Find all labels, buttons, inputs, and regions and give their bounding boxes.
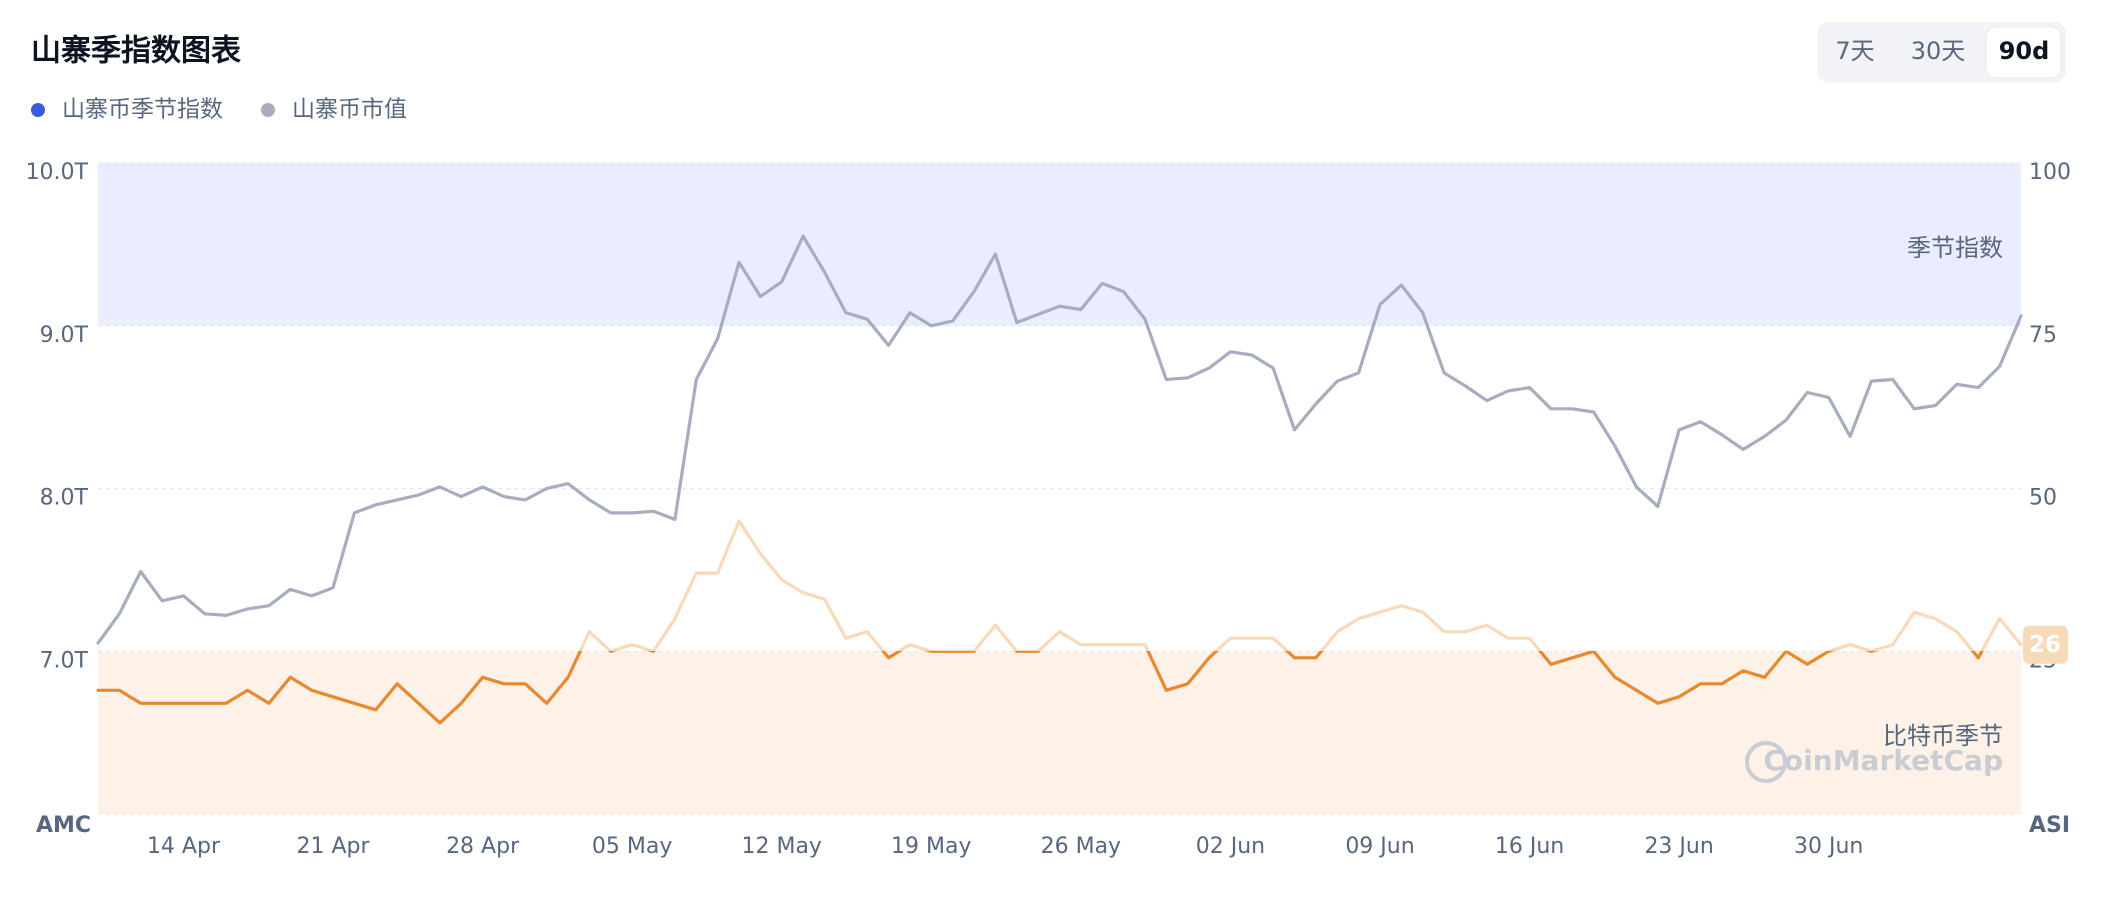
x-tick-label: 16 Jun <box>1495 834 1564 859</box>
series-line <box>96 519 2023 725</box>
x-tick-label: 12 May <box>741 834 821 859</box>
range-button[interactable]: 90d <box>1999 37 2050 65</box>
series-line <box>96 234 2023 645</box>
band-label: 季节指数 <box>1907 234 2003 262</box>
legend-dot <box>261 103 275 117</box>
band <box>98 651 2021 814</box>
range-button[interactable]: 7天 <box>1835 37 1874 65</box>
y2-tick-label: 100 <box>2029 160 2071 185</box>
x-tick-label: 02 Jun <box>1196 834 1265 859</box>
x-tick-label: 28 Apr <box>446 834 520 859</box>
y2-tick-label: 50 <box>2029 486 2057 511</box>
x-tick-label: 09 Jun <box>1345 834 1414 859</box>
x-tick-label: 30 Jun <box>1794 834 1863 859</box>
x-tick-label: 26 May <box>1041 834 1121 859</box>
range-button[interactable]: 30天 <box>1911 37 1966 65</box>
y2-axis-label: ASI <box>2029 813 2070 838</box>
x-tick-label: 05 May <box>592 834 672 859</box>
y-tick-label: 10.0T <box>26 160 89 185</box>
y-tick-label: 9.0T <box>40 323 89 348</box>
band-label: 比特币季节 <box>1883 722 2003 750</box>
watermark-logo <box>1745 741 1787 783</box>
current-value-label: 26 <box>2029 632 2061 658</box>
x-tick-label: 21 Apr <box>297 834 371 859</box>
range-button-active[interactable] <box>1985 26 2062 79</box>
current-value-badge <box>2023 625 2068 664</box>
x-tick-label: 23 Jun <box>1644 834 1713 859</box>
x-tick-label: 14 Apr <box>147 834 221 859</box>
legend-label: 山寨币市值 <box>292 97 407 123</box>
legend-label: 山寨币季节指数 <box>62 97 223 123</box>
y2-tick-label: 75 <box>2029 323 2057 348</box>
x-tick-label: 19 May <box>891 834 971 859</box>
y-tick-label: 7.0T <box>40 648 89 673</box>
band <box>98 163 2021 326</box>
y-axis-label: AMC <box>36 813 91 838</box>
y-tick-label: 8.0T <box>40 486 89 511</box>
watermark: CoinMarketCap <box>1763 744 2003 777</box>
chart-title: 山寨季指数图表 <box>31 34 241 69</box>
legend-dot <box>31 103 45 117</box>
